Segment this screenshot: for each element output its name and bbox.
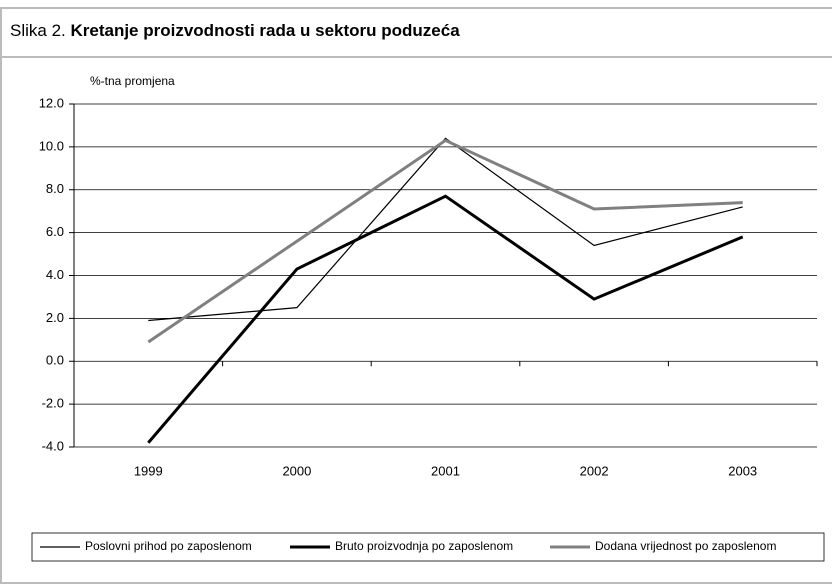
figure-label: Slika 2. — [10, 21, 66, 40]
x-tick-label: 2000 — [282, 463, 311, 478]
legend-label: Dodana vrijednost po zaposlenom — [595, 539, 776, 553]
y-tick-label: -2.0 — [42, 396, 64, 411]
y-tick-label: 10.0 — [39, 138, 64, 153]
y-tick-label: 6.0 — [46, 224, 64, 239]
y-tick-label: 8.0 — [46, 181, 64, 196]
legend-label: Poslovni prihod po zaposlenom — [85, 539, 252, 553]
x-tick-label: 2001 — [431, 463, 460, 478]
y-tick-label: 0.0 — [46, 353, 64, 368]
y-tick-label: 4.0 — [46, 267, 64, 282]
legend-label: Bruto proizvodnja po zaposlenom — [335, 539, 513, 553]
y-tick-label: 2.0 — [46, 310, 64, 325]
series-line — [147, 194, 744, 444]
y-tick-label: 12.0 — [39, 95, 64, 110]
legend-box — [31, 532, 825, 562]
chart-title: Slika 2. Kretanje proizvodnosti rada u s… — [10, 21, 460, 40]
series-line — [148, 137, 743, 322]
y-axis-label: %-tna promjena — [90, 74, 175, 88]
title-text: Kretanje proizvodnosti rada u sektoru po… — [70, 21, 460, 40]
frame — [0, 7, 832, 584]
x-tick-label: 2003 — [728, 463, 757, 478]
series-line — [147, 138, 743, 344]
y-tick-label: -4.0 — [42, 438, 64, 453]
x-tick-label: 2002 — [580, 463, 609, 478]
x-tick-label: 1999 — [134, 463, 163, 478]
